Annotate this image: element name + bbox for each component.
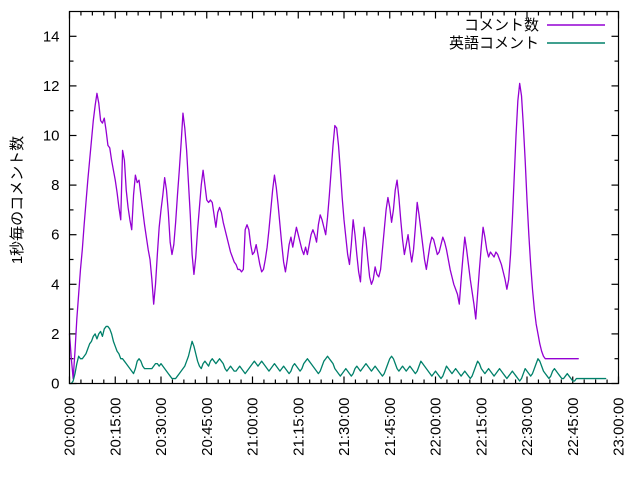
x-axis-ticks: 20:00:00 20:15:00 20:30:00 20:45:00 21:00:00… <box>62 11 628 456</box>
x-tick-label: 22:45:00 <box>565 398 582 456</box>
series-line-comments-total <box>68 82 579 380</box>
y-tick-label: 2 <box>51 326 59 343</box>
x-tick-label: 22:00:00 <box>428 398 445 456</box>
plot-frame <box>68 10 620 385</box>
data-series-group <box>68 82 607 385</box>
y-tick-label: 12 <box>43 78 60 95</box>
x-tick-label: 21:15:00 <box>290 398 307 456</box>
legend-label-comments-total: コメント数 <box>464 17 539 34</box>
x-tick-label: 22:30:00 <box>519 398 536 456</box>
x-tick-label: 21:00:00 <box>245 398 262 456</box>
x-tick-label: 20:45:00 <box>199 398 216 456</box>
x-tick-label: 21:45:00 <box>382 398 399 456</box>
legend-label-comments-english: 英語コメント <box>449 34 539 52</box>
y-tick-label: 10 <box>43 128 60 145</box>
y-tick-label: 14 <box>43 28 60 45</box>
y-tick-label: 4 <box>51 276 59 293</box>
y-axis-title: 1秒毎のコメント数 <box>9 136 26 264</box>
y-tick-label: 8 <box>51 177 59 194</box>
x-tick-label: 23:00:00 <box>611 398 628 456</box>
y-tick-label: 6 <box>51 227 59 244</box>
series-line-comments-english <box>68 325 607 385</box>
x-tick-label: 22:15:00 <box>473 398 490 456</box>
x-tick-label: 20:15:00 <box>107 398 124 456</box>
x-tick-label: 21:30:00 <box>336 398 353 456</box>
x-tick-label: 20:00:00 <box>62 398 79 456</box>
y-tick-label: 0 <box>51 376 59 393</box>
y-axis-ticks: 0 2 4 6 8 10 12 14 <box>43 28 619 393</box>
x-tick-label: 20:30:00 <box>153 398 170 456</box>
